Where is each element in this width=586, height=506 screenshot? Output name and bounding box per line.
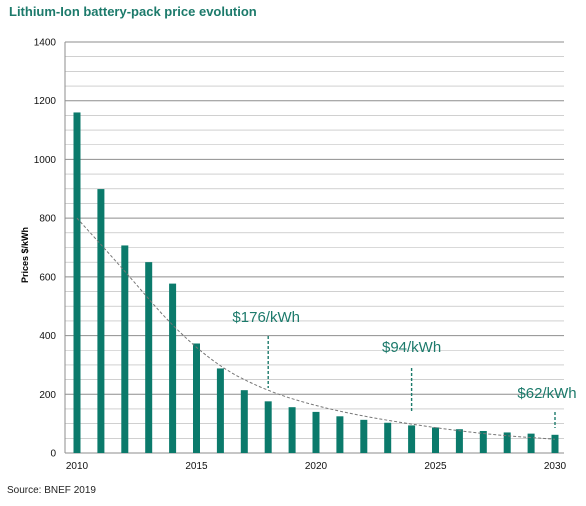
bar-2014 xyxy=(169,283,177,453)
y-tick-label: 200 xyxy=(39,390,56,401)
y-tick-label: 0 xyxy=(50,449,56,460)
price-callout-label: $176/kWh xyxy=(232,309,300,326)
trendline xyxy=(76,217,556,440)
bar-2023 xyxy=(384,422,392,453)
bar-2027 xyxy=(479,430,487,453)
bar-2028 xyxy=(503,432,511,453)
bar-2022 xyxy=(360,419,368,453)
bar-2026 xyxy=(455,429,463,453)
bar-2011 xyxy=(97,189,105,453)
bar-2024 xyxy=(408,425,416,453)
gridlines xyxy=(64,41,564,454)
y-tick-label: 1200 xyxy=(34,96,57,107)
y-tick-label: 800 xyxy=(39,214,56,225)
x-tick-label: 2020 xyxy=(305,461,328,472)
bar-2030 xyxy=(551,434,559,453)
bar-2029 xyxy=(527,433,535,453)
bar-2019 xyxy=(288,407,296,453)
y-tick-label: 400 xyxy=(39,331,56,342)
bar-2016 xyxy=(216,368,224,453)
bar-2025 xyxy=(432,427,439,453)
x-tick-label: 2025 xyxy=(424,461,447,472)
source-note: Source: BNEF 2019 xyxy=(7,485,96,496)
price-callout-label: $62/kWh xyxy=(517,385,576,402)
bar-2015 xyxy=(193,343,200,453)
x-tick-labels: 2010 2015 2020 2025 2030 xyxy=(66,461,567,472)
bar-2018 xyxy=(264,401,272,453)
chart-title: Lithium-Ion battery-pack price evolution xyxy=(9,4,257,19)
y-axis-label: Prices $/kWh xyxy=(20,227,30,283)
x-tick-label: 2030 xyxy=(544,461,567,472)
y-tick-label: 600 xyxy=(39,272,56,283)
y-tick-label: 1400 xyxy=(34,38,57,49)
bar-2021 xyxy=(336,416,344,453)
bars xyxy=(73,112,559,453)
bar-2020 xyxy=(312,411,320,453)
callouts: $176/kWh $94/kWh $62/kWh xyxy=(232,309,577,428)
y-tick-label: 1000 xyxy=(34,155,57,166)
bar-2013 xyxy=(145,262,153,453)
price-callout-label: $94/kWh xyxy=(382,339,441,356)
bar-2012 xyxy=(121,245,129,453)
bar-2010 xyxy=(73,112,81,453)
x-tick-label: 2015 xyxy=(185,461,208,472)
bar-2017 xyxy=(240,390,248,453)
y-tick-labels: 0 200 400 600 800 1000 1200 1400 xyxy=(34,38,57,460)
x-tick-label: 2010 xyxy=(66,461,89,472)
